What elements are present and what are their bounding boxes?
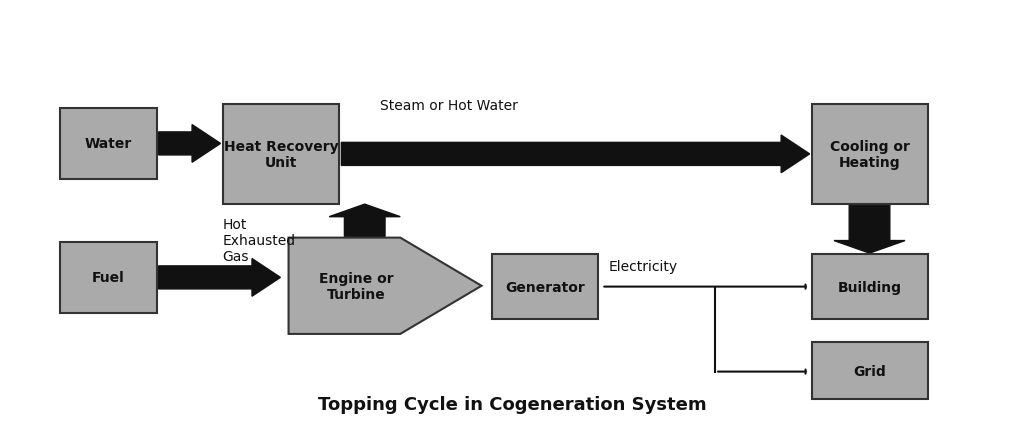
Polygon shape bbox=[159, 259, 281, 296]
Text: Heat Recovery
Unit: Heat Recovery Unit bbox=[223, 139, 338, 170]
Text: Topping Cycle in Cogeneration System: Topping Cycle in Cogeneration System bbox=[317, 395, 707, 414]
Text: Hot
Exhausted
Gas: Hot Exhausted Gas bbox=[222, 217, 296, 263]
FancyBboxPatch shape bbox=[60, 242, 157, 313]
Text: Engine or
Turbine: Engine or Turbine bbox=[319, 271, 394, 301]
FancyBboxPatch shape bbox=[60, 109, 157, 180]
Polygon shape bbox=[834, 204, 905, 253]
Text: Cooling or
Heating: Cooling or Heating bbox=[830, 139, 910, 170]
FancyBboxPatch shape bbox=[812, 255, 929, 320]
FancyBboxPatch shape bbox=[222, 104, 339, 204]
Text: Building: Building bbox=[838, 280, 902, 294]
FancyBboxPatch shape bbox=[492, 255, 598, 320]
Text: Steam or Hot Water: Steam or Hot Water bbox=[380, 99, 518, 113]
Text: Fuel: Fuel bbox=[92, 271, 125, 285]
Text: Grid: Grid bbox=[854, 364, 887, 378]
Text: Generator: Generator bbox=[505, 280, 585, 294]
Polygon shape bbox=[289, 238, 481, 334]
Text: Electricity: Electricity bbox=[608, 259, 678, 273]
Polygon shape bbox=[159, 125, 220, 163]
Polygon shape bbox=[341, 136, 810, 173]
FancyBboxPatch shape bbox=[812, 104, 929, 204]
Text: Water: Water bbox=[85, 137, 132, 151]
Polygon shape bbox=[329, 204, 400, 237]
FancyBboxPatch shape bbox=[812, 343, 929, 399]
